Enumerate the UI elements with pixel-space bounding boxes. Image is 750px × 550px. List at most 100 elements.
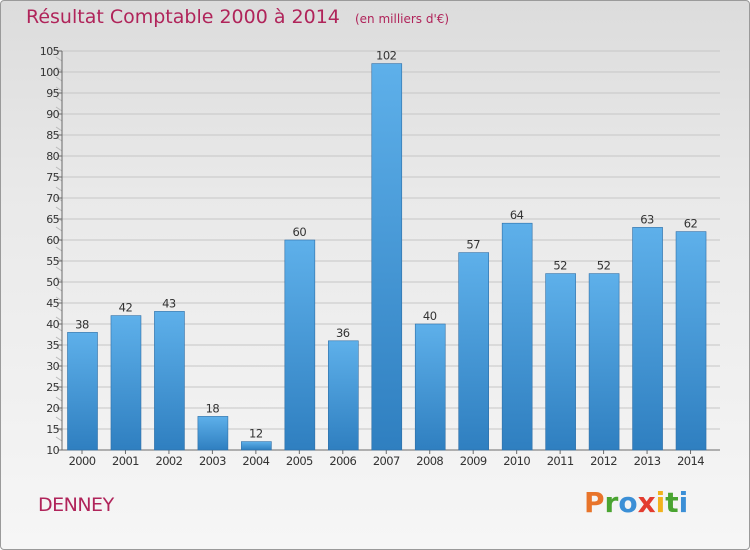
x-tick-label: 2007 [373, 454, 400, 468]
logo-letter: o [618, 486, 638, 519]
data-label: 64 [510, 208, 524, 222]
y-tick-label: 55 [46, 255, 59, 268]
y-tick-label: 85 [46, 129, 59, 142]
x-tick-label: 2006 [329, 454, 356, 468]
wall-line [55, 96, 63, 102]
y-tick-label: 10 [46, 444, 59, 457]
y-tick-label: 95 [46, 87, 59, 100]
y-tick-label: 65 [46, 213, 59, 226]
wall-line [55, 286, 63, 292]
bar [284, 239, 316, 451]
wall-line [55, 126, 63, 132]
logo-letter: i [678, 486, 689, 519]
wall-line [55, 356, 63, 362]
y-tick-label: 40 [46, 318, 59, 331]
data-label: 42 [119, 301, 133, 315]
x-tick-label: 2010 [503, 454, 530, 468]
data-label: 40 [423, 309, 437, 323]
y-tick-label: 75 [46, 171, 59, 184]
wall-line [55, 146, 63, 152]
y-tick-label: 90 [46, 108, 59, 121]
data-label: 38 [75, 317, 89, 331]
wall-line [55, 436, 63, 442]
wall-line [55, 336, 63, 342]
wall-line [55, 306, 63, 312]
chart-unit: (en milliers d'€) [354, 12, 450, 26]
wall-line [55, 206, 63, 212]
data-label: 63 [640, 212, 654, 226]
logo-letter: P [584, 486, 605, 519]
bar [241, 441, 272, 451]
x-tick-label: 2008 [416, 454, 443, 468]
bar [675, 231, 707, 451]
wall-line [55, 416, 63, 422]
bar [371, 63, 403, 451]
chart-title-block: Résultat Comptable 2000 à 2014 (en milli… [26, 6, 449, 28]
data-label: 52 [597, 259, 611, 273]
wall-line [55, 326, 63, 332]
wall-line [55, 276, 63, 282]
wall-line [55, 256, 63, 262]
logo-letter: t [665, 486, 679, 519]
x-tick-label: 2003 [199, 454, 226, 468]
x-tick-label: 2001 [112, 454, 139, 468]
wall-line [55, 386, 63, 392]
y-tick-label: 15 [46, 423, 59, 436]
bar [588, 273, 620, 451]
y-tick-label: 80 [46, 150, 59, 163]
wall-line [55, 166, 63, 172]
y-tick-label: 50 [46, 276, 59, 289]
data-label: 57 [466, 238, 480, 252]
x-tick-label: 2009 [460, 454, 487, 468]
y-tick-label: 70 [46, 192, 59, 205]
chart-title: Résultat Comptable 2000 à 2014 [26, 6, 340, 28]
bar [632, 227, 663, 451]
wall-line [55, 196, 63, 202]
wall-line [55, 376, 63, 382]
axis-wall [55, 56, 63, 442]
bar [545, 273, 576, 451]
x-tick-label: 2000 [69, 454, 96, 468]
wall-line [55, 406, 63, 412]
bar [458, 252, 490, 451]
y-tick-label: 105 [40, 45, 60, 58]
y-tick-label: 25 [46, 381, 59, 394]
data-label: 12 [249, 427, 263, 441]
wall-line [55, 106, 63, 112]
wall-line [55, 316, 63, 322]
wall-line [55, 186, 63, 192]
y-tick-label: 35 [46, 339, 59, 352]
data-label: 36 [336, 326, 350, 340]
y-tick-label: 45 [46, 297, 59, 310]
wall-line [55, 246, 63, 252]
bar [197, 416, 229, 451]
logo-letter: r [604, 486, 619, 519]
wall-line [55, 296, 63, 302]
commune-name: DENNEY [38, 494, 114, 516]
logo-letter: i [655, 486, 666, 519]
wall-line [55, 346, 63, 352]
bar [501, 222, 533, 451]
wall-line [55, 396, 63, 402]
labels: 10 15 20 25 30 35 40 45 50 55 60 65 70 75 80 85 90 95 100 1… [40, 45, 705, 468]
data-label: 18 [206, 401, 220, 415]
x-tick-label: 2005 [286, 454, 313, 468]
bar [67, 332, 98, 451]
bar [110, 315, 142, 451]
bar [327, 340, 359, 451]
y-tick-label: 60 [46, 234, 59, 247]
proxiti-logo: Proxiti [584, 486, 688, 519]
data-label: 102 [376, 49, 397, 63]
wall-line [55, 136, 63, 142]
data-label: 62 [684, 217, 698, 231]
bars [67, 63, 707, 451]
wall-line [55, 156, 63, 162]
bar [414, 323, 446, 451]
wall-line [55, 66, 63, 72]
x-tick-label: 2013 [634, 454, 661, 468]
wall-line [55, 176, 63, 182]
data-label: 60 [293, 225, 307, 239]
y-tick-label: 20 [46, 402, 59, 415]
bar [154, 311, 185, 451]
y-tick-label: 30 [46, 360, 59, 373]
